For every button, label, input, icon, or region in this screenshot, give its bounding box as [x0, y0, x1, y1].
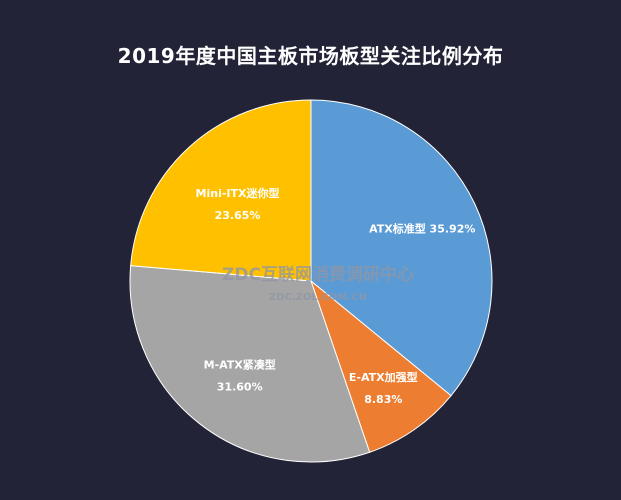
pie-slices — [129, 99, 493, 463]
watermark-main: ZDC互联网消费调研中心 — [222, 264, 414, 285]
watermark: ZDC互联网消费调研中心 ZDC.ZOL.COM.CN — [222, 264, 414, 303]
watermark-sub: ZDC.ZOL.COM.CN — [269, 292, 367, 303]
slice-label: Mini-ITX迷你型 23.65% — [196, 186, 280, 222]
slice-label: ATX标准型 35.92% — [369, 221, 475, 235]
pie-labels: ATX标准型 35.92% E-ATX加强型 8.83% M-ATX紧凑型 31.60%… — [196, 186, 476, 406]
pie-slice — [129, 265, 371, 463]
slice-label: M-ATX紧凑型 31.60% — [204, 357, 276, 393]
chart-title: 2019年度中国主板市场板型关注比例分布 — [117, 44, 504, 68]
pie-slice — [130, 99, 312, 282]
slice-label: E-ATX加强型 8.83% — [349, 370, 418, 406]
pie-slice — [309, 279, 452, 453]
pie-slice — [310, 99, 493, 397]
